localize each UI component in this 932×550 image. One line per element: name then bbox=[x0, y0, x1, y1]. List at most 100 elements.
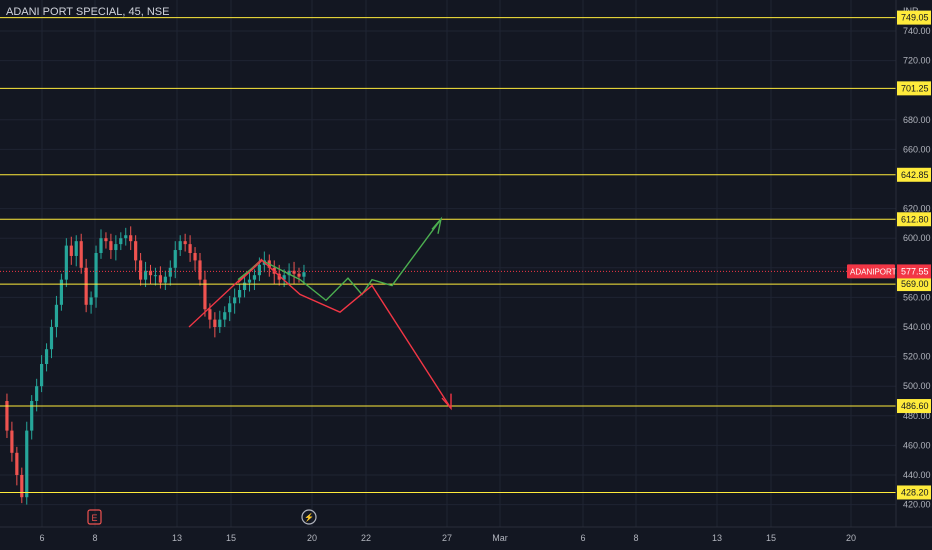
candle-body bbox=[64, 245, 68, 280]
candle-body bbox=[188, 244, 192, 253]
level-price-label: 428.20 bbox=[901, 487, 929, 497]
candle-body bbox=[20, 475, 24, 498]
level-price-label: 612.80 bbox=[901, 214, 929, 224]
candle-body bbox=[193, 253, 197, 261]
projection-down-path[interactable] bbox=[237, 259, 451, 408]
y-tick-label: 440.00 bbox=[903, 470, 931, 480]
x-tick-label: 22 bbox=[361, 533, 371, 543]
candle-body bbox=[25, 430, 29, 498]
symbol-badge bbox=[847, 264, 895, 279]
x-tick-label: 6 bbox=[39, 533, 44, 543]
candle-body bbox=[292, 270, 296, 274]
candle-body bbox=[238, 290, 242, 298]
level-price-tag bbox=[897, 81, 931, 96]
y-tick-label: 560.00 bbox=[903, 292, 931, 302]
x-tick-label: 8 bbox=[92, 533, 97, 543]
x-tick-label: 8 bbox=[633, 533, 638, 543]
arrow-up-icon bbox=[431, 216, 443, 234]
dividend-icon[interactable] bbox=[301, 509, 317, 525]
candle-body bbox=[158, 275, 162, 283]
level-price-label: 486.60 bbox=[901, 401, 929, 411]
x-tick-label: 27 bbox=[442, 533, 452, 543]
level-price-label: 701.25 bbox=[901, 83, 929, 93]
candle-body bbox=[74, 241, 78, 256]
candle-body bbox=[247, 279, 252, 283]
level-price-tag bbox=[897, 485, 931, 500]
projection-up-path[interactable] bbox=[237, 220, 441, 302]
y-tick-label: 480.00 bbox=[903, 411, 931, 421]
last-price-tag bbox=[897, 264, 931, 279]
candle-body bbox=[5, 401, 9, 431]
candle-body bbox=[54, 304, 59, 327]
level-price-label: 749.05 bbox=[901, 13, 929, 23]
candle-body bbox=[114, 244, 118, 251]
candle-body bbox=[109, 241, 113, 251]
candle-body bbox=[218, 319, 222, 327]
candle-body bbox=[143, 270, 148, 280]
y-tick-label: 620.00 bbox=[903, 204, 931, 214]
x-tick-label: 20 bbox=[846, 533, 856, 543]
candle-body bbox=[119, 238, 123, 245]
y-tick-label: 500.00 bbox=[903, 381, 931, 391]
candle-body bbox=[94, 253, 98, 298]
candle-body bbox=[153, 275, 158, 277]
y-tick-label: 720.00 bbox=[903, 56, 931, 66]
candle-body bbox=[59, 279, 63, 305]
x-tick-label: 15 bbox=[226, 533, 236, 543]
candle-body bbox=[89, 297, 93, 305]
x-tick-label: Mar bbox=[492, 533, 508, 543]
y-tick-label: 460.00 bbox=[903, 440, 931, 450]
candle-body bbox=[69, 245, 73, 256]
candle-body bbox=[163, 276, 167, 283]
candle-body bbox=[213, 319, 217, 327]
candle-body bbox=[15, 452, 19, 475]
candle-body bbox=[124, 235, 128, 239]
candle-body bbox=[287, 270, 291, 276]
x-tick-label: 20 bbox=[307, 533, 317, 543]
candle-body bbox=[208, 309, 212, 320]
candle-body bbox=[183, 241, 187, 245]
candle-body bbox=[134, 241, 138, 261]
y-tick-label: 520.00 bbox=[903, 352, 931, 362]
y-tick-label: 680.00 bbox=[903, 115, 931, 125]
level-price-tag bbox=[897, 10, 931, 25]
candle-body bbox=[40, 364, 44, 387]
candle-body bbox=[99, 238, 103, 253]
candle-body bbox=[302, 272, 306, 277]
candle-body bbox=[178, 241, 182, 251]
candle-body bbox=[104, 238, 108, 242]
earnings-icon[interactable] bbox=[87, 509, 102, 525]
candle-body bbox=[139, 260, 143, 280]
candle-body bbox=[257, 264, 261, 276]
candle-body bbox=[49, 327, 54, 350]
level-price-tag bbox=[897, 167, 931, 182]
candle-body bbox=[79, 241, 83, 268]
candle-body bbox=[223, 312, 227, 320]
x-tick-label: 13 bbox=[172, 533, 182, 543]
y-tick-label: 600.00 bbox=[903, 233, 931, 243]
candle-body bbox=[228, 303, 232, 313]
candle-body bbox=[282, 275, 286, 280]
symbol-title: ADANI PORT SPECIAL, 45, NSE bbox=[6, 6, 170, 18]
y-tick-label: 540.00 bbox=[903, 322, 931, 332]
symbol-badge-label: ADANIPORTS bbox=[850, 267, 902, 276]
level-price-tag bbox=[897, 277, 931, 292]
candle-body bbox=[198, 260, 202, 280]
level-price-tag bbox=[897, 399, 931, 414]
y-tick-label: 660.00 bbox=[903, 144, 931, 154]
x-tick-label: 15 bbox=[766, 533, 776, 543]
candle-body bbox=[233, 297, 237, 304]
last-price-label: 577.55 bbox=[901, 266, 929, 276]
x-tick-label: 6 bbox=[580, 533, 585, 543]
candle-body bbox=[242, 282, 247, 290]
candle-body bbox=[35, 386, 39, 401]
candle-body bbox=[203, 279, 207, 310]
level-price-label: 569.00 bbox=[901, 279, 929, 289]
x-tick-label: 13 bbox=[712, 533, 722, 543]
candle-body bbox=[30, 401, 34, 431]
level-price-tag bbox=[897, 212, 931, 227]
dividend-marker-label: ⚡ bbox=[304, 512, 314, 522]
y-tick-label: 420.00 bbox=[903, 500, 931, 510]
candle-body bbox=[10, 430, 14, 453]
